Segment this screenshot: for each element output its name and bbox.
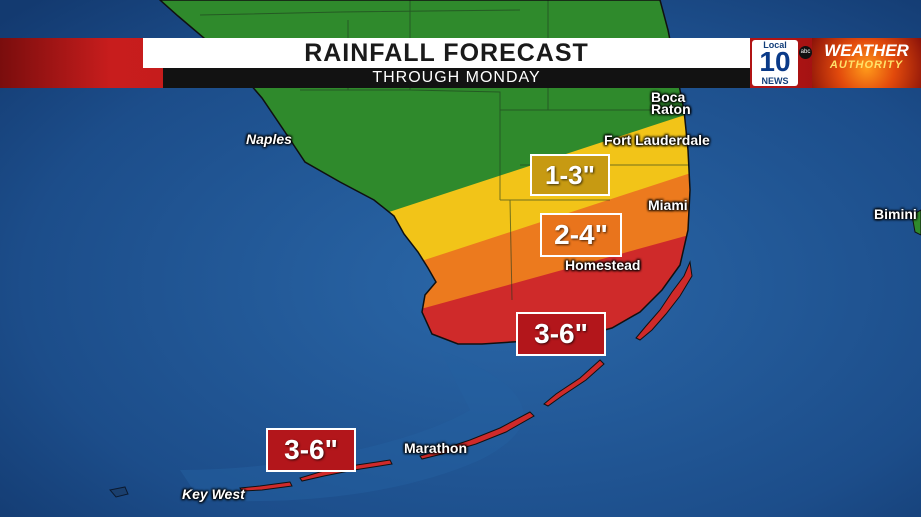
band-red xyxy=(410,232,690,344)
city-homestead: Homestead xyxy=(565,257,641,273)
logo-number: 10 xyxy=(759,46,791,77)
city-marathon: Marathon xyxy=(404,440,467,456)
city-boca-line1: Boca xyxy=(651,89,686,105)
rain-label-3-6-mainland: 3-6" xyxy=(516,312,606,356)
city-naples: Naples xyxy=(246,131,292,147)
subtitle-box: THROUGH MONDAY xyxy=(163,68,750,88)
page-title: RAINFALL FORECAST xyxy=(304,39,589,67)
logo-news-text: NEWS xyxy=(761,76,789,86)
page-subtitle: THROUGH MONDAY xyxy=(372,69,541,86)
authority-text: AUTHORITY xyxy=(829,59,904,71)
small-island xyxy=(109,486,129,498)
rain-label-1-3: 1-3" xyxy=(530,154,610,196)
city-miami: Miami xyxy=(648,197,688,213)
city-boca-line2: Raton xyxy=(651,101,691,117)
rain-label-3-6-keys: 3-6" xyxy=(266,428,356,472)
city-fort-lauderdale: Fort Lauderdale xyxy=(604,132,710,148)
shallow-water xyxy=(180,350,524,502)
city-bimini: Bimini xyxy=(874,206,917,222)
title-box: RAINFALL FORECAST xyxy=(143,38,750,68)
station-logo: Local 10 NEWS abc WEATHER AUTHORITY xyxy=(752,38,921,88)
weather-text: WEATHER xyxy=(824,41,909,60)
weather-authority-logo: WEATHER AUTHORITY xyxy=(812,38,921,88)
bimini-island xyxy=(911,209,921,236)
city-key-west: Key West xyxy=(182,486,245,502)
rain-label-2-4: 2-4" xyxy=(540,213,622,257)
abc-badge: abc xyxy=(799,46,812,59)
local10-logo: Local 10 NEWS xyxy=(752,40,798,86)
logo-local-text: Local xyxy=(763,40,787,50)
